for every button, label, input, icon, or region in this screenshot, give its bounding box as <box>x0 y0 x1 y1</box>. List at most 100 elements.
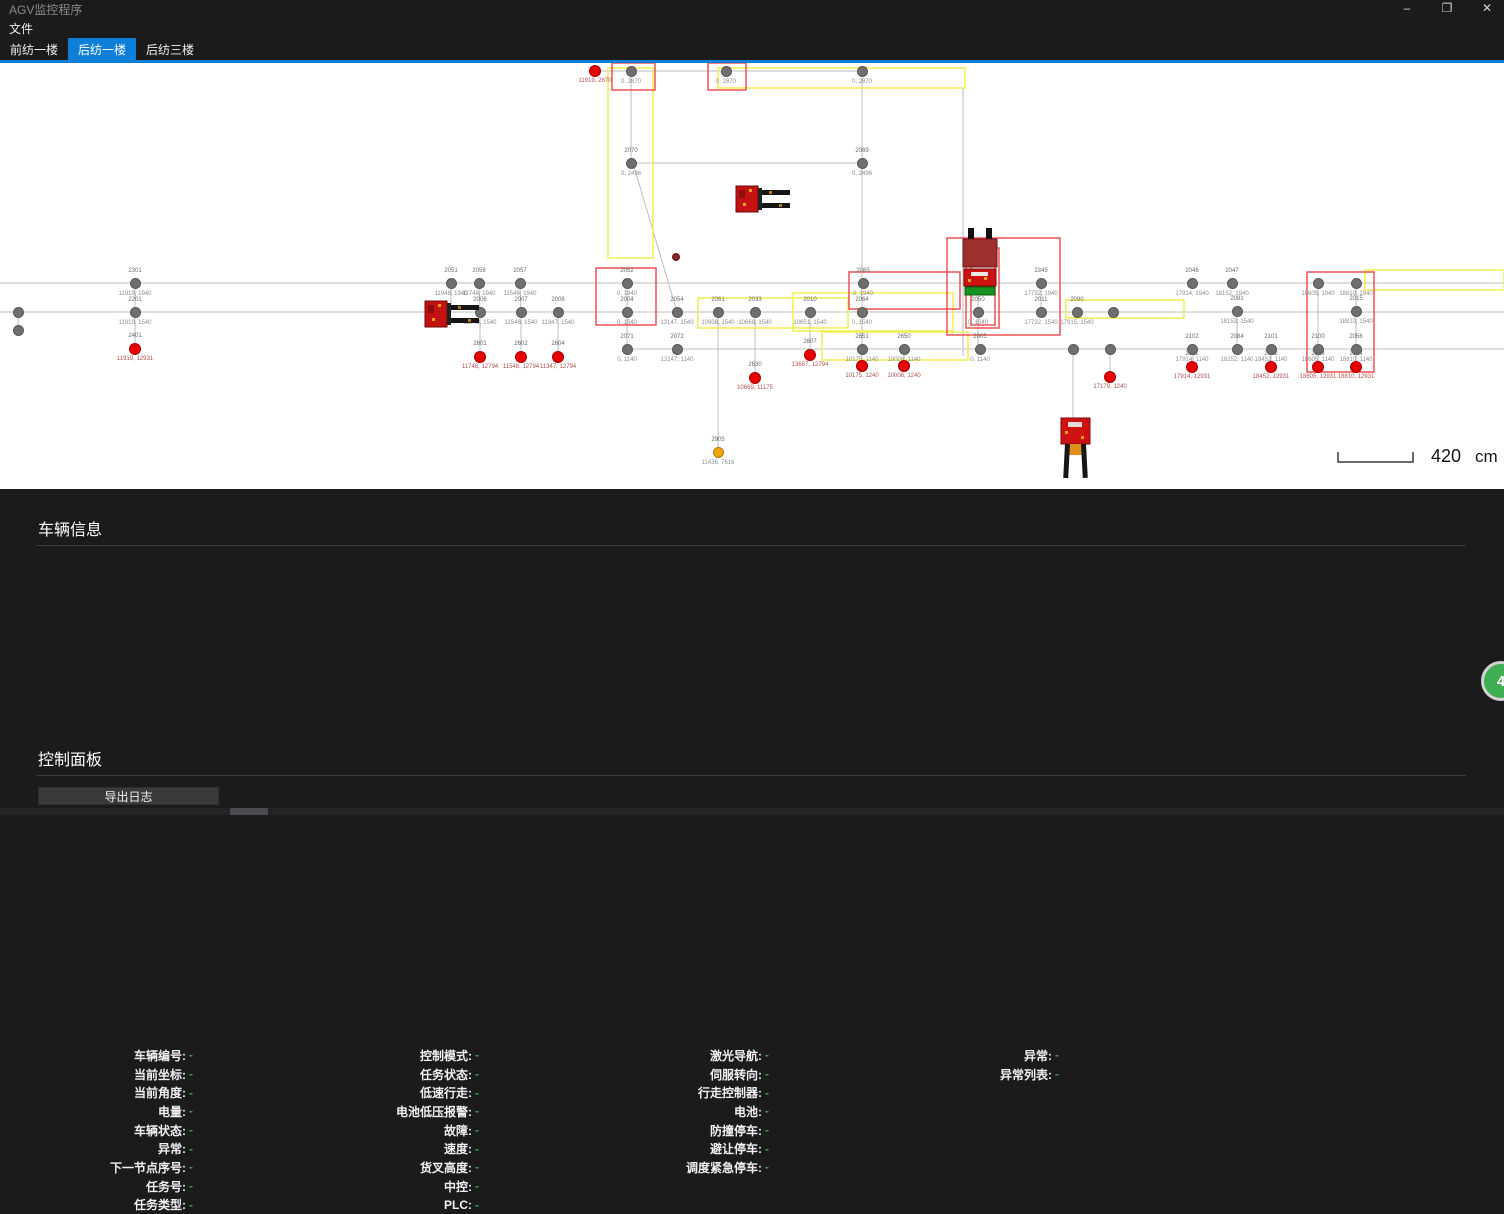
info-label: 异常: <box>36 1140 186 1157</box>
info-value: - <box>189 1104 193 1118</box>
info-value: - <box>1055 1048 1059 1062</box>
info-value: - <box>475 1067 479 1081</box>
info-row: 异常:- <box>892 1046 1059 1065</box>
node-coord-label: 17914, 12931 <box>1174 374 1211 380</box>
info-row: 调度紧急停车:- <box>602 1158 769 1177</box>
node-id-label: 2057 <box>513 268 526 274</box>
info-row: 异常:- <box>36 1139 193 1158</box>
map-node: 0, 2870 <box>721 66 732 77</box>
info-row: 中控:- <box>312 1177 479 1196</box>
info-column-0: 车辆编号:-当前坐标:-当前角度:-电量:-车辆状态:-异常:-下一节点序号:-… <box>36 1046 193 1214</box>
agv-forklift[interactable] <box>958 228 1002 303</box>
node-coord-label: 17732, 1540 <box>1024 320 1057 326</box>
node-coord-label: 0, 2870 <box>716 79 736 85</box>
node-id-label: 2201 <box>128 297 141 303</box>
agv-forklift[interactable] <box>1059 416 1093 485</box>
node-coord-label: 18605, 12931 <box>1300 374 1337 380</box>
node-id-label: 2100 <box>1311 334 1324 340</box>
info-value: - <box>765 1067 769 1081</box>
info-row: 控制模式:- <box>312 1046 479 1065</box>
node-id-label: 2614 <box>1349 351 1362 357</box>
info-value: - <box>475 1142 479 1156</box>
window-controls: – ❐ ✕ <box>1398 0 1496 16</box>
node-coord-label: 18152, 1540 <box>1220 319 1253 325</box>
node-coord-label: 0, 1540 <box>968 320 988 326</box>
window-title: AGV监控程序 <box>9 1 82 18</box>
control-panel-title: 控制面板 <box>38 746 102 770</box>
agv-forklift[interactable] <box>735 181 792 222</box>
agv-forklift[interactable] <box>424 296 481 337</box>
node-coord-label: 0, 1540 <box>617 320 637 326</box>
minimize-icon[interactable]: – <box>1398 0 1416 16</box>
info-row: 激光导航:- <box>602 1046 769 1065</box>
tab-item-0[interactable]: 前纺一楼 <box>0 38 68 60</box>
restore-icon[interactable]: ❐ <box>1438 0 1456 16</box>
info-label: 任务号: <box>36 1178 186 1195</box>
node-id-label: 2058 <box>472 268 485 274</box>
node-coord-label: 13147, 1540 <box>660 320 693 326</box>
scale-value: 420 <box>1431 446 1461 467</box>
node-coord-label: 18152, 1140 <box>1221 357 1254 363</box>
bottom-panel: 车辆信息 车辆编号:-当前坐标:-当前角度:-电量:-车辆状态:-异常:-下一节… <box>0 489 1504 815</box>
close-icon[interactable]: ✕ <box>1478 0 1496 16</box>
node-coord-label: 11919, 2870 <box>579 78 612 84</box>
info-label: 车辆状态: <box>36 1122 186 1139</box>
node-coord-label: 11436, 7616 <box>702 460 735 466</box>
scale-bar-icon <box>1337 449 1417 465</box>
menu-item-file[interactable]: 文件 <box>9 20 33 37</box>
info-value: - <box>765 1104 769 1118</box>
info-value: - <box>475 1104 479 1118</box>
info-label: 控制模式: <box>312 1047 472 1064</box>
tab-item-1[interactable]: 后纺一楼 <box>68 38 136 60</box>
node-id-label: 2084 <box>1230 334 1243 340</box>
map-node: 0, 2870 <box>626 66 637 77</box>
info-label: 货叉高度: <box>312 1159 472 1176</box>
info-label: 电池低压报警: <box>312 1103 472 1120</box>
info-row: 防撞停车:- <box>602 1121 769 1140</box>
info-label: 异常列表: <box>892 1066 1052 1083</box>
node-id-label: 2046 <box>1185 268 1198 274</box>
info-label: 车辆编号: <box>36 1047 186 1064</box>
info-label: 伺服转向: <box>602 1066 762 1083</box>
map-node: 17179, 1240 <box>1104 371 1116 383</box>
info-row: 电池低压报警:- <box>312 1102 479 1121</box>
info-row: 车辆编号:- <box>36 1046 193 1065</box>
node-id-label: 2065 <box>856 268 869 274</box>
map-node <box>1105 344 1116 355</box>
export-log-button[interactable]: 导出日志 <box>38 787 219 805</box>
node-coord-label: 18452, 12931 <box>1253 374 1290 380</box>
horizontal-scrollbar[interactable] <box>0 808 1504 815</box>
node-id-label: 2611 <box>1186 351 1199 357</box>
info-label: 当前角度: <box>36 1084 186 1101</box>
info-label: 电量: <box>36 1103 186 1120</box>
node-coord-label: 0, 2496 <box>621 171 641 177</box>
tab-item-2[interactable]: 后纺三楼 <box>136 38 204 60</box>
info-label: 防撞停车: <box>602 1122 762 1139</box>
info-row: 当前角度:- <box>36 1083 193 1102</box>
node-coord-label: 11748, 12794 <box>462 364 498 370</box>
map-node: 11919, 2870 <box>589 65 601 77</box>
info-label: 行走控制器: <box>602 1084 762 1101</box>
info-value: - <box>475 1179 479 1193</box>
info-label: 避让停车: <box>602 1140 762 1157</box>
node-id-label: 2613 <box>1311 351 1324 357</box>
node-id-label: 2069 <box>855 148 868 154</box>
scrollbar-thumb[interactable] <box>230 808 268 815</box>
info-row: 故障:- <box>312 1121 479 1140</box>
info-value: - <box>189 1198 193 1212</box>
node-id-label: 2345 <box>1034 268 1047 274</box>
